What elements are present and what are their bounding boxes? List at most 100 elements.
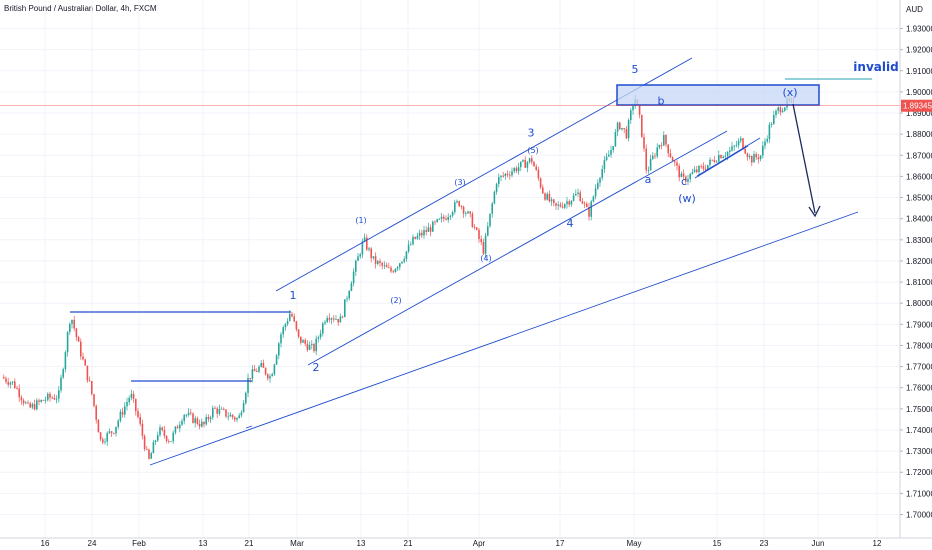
candle-body [102, 439, 104, 443]
candle-body [528, 158, 531, 163]
time-axis[interactable]: 16 24 Feb 13 21 Mar 13 21 Apr 17 May 15 23 Jun 12 [41, 539, 882, 548]
candle-body [671, 157, 674, 162]
candle-body [361, 241, 364, 255]
time-tick-label: 13 [199, 539, 208, 548]
candle-body [227, 416, 229, 418]
candle-body [645, 148, 647, 171]
wave-label: b [658, 95, 665, 108]
candle-body [465, 213, 467, 215]
candle-body [456, 201, 458, 203]
candle-body [731, 146, 733, 151]
candle-body [493, 191, 496, 204]
candle-body [542, 187, 544, 194]
grid [0, 0, 900, 538]
candle-body [652, 155, 654, 160]
candle-body [25, 402, 27, 404]
candle-body [418, 232, 421, 236]
candle-body [619, 122, 621, 130]
candle-body [271, 374, 273, 377]
candle-body [359, 254, 361, 257]
candle-body [88, 380, 91, 382]
candle-body [225, 409, 227, 417]
candle-body [124, 406, 126, 415]
candle-body [7, 381, 9, 385]
candle-body [51, 397, 53, 399]
projection-arrow-head [808, 205, 821, 218]
candle-body [388, 267, 390, 269]
price-tick-label: 1.78000 [906, 341, 932, 350]
candle-body [91, 381, 93, 395]
price-tick-label: 1.88000 [906, 130, 932, 139]
candle-body [9, 382, 12, 385]
price-tick-label: 1.93000 [906, 25, 932, 34]
candle-body [621, 127, 623, 130]
candle-body [383, 265, 386, 267]
candle-body [146, 449, 148, 450]
candle-body [368, 248, 370, 250]
wave-label: 5 [632, 63, 639, 76]
candle-body [11, 381, 14, 383]
candle-body [64, 352, 67, 370]
candle-body [399, 263, 401, 268]
candle-body [625, 129, 628, 139]
subwave-label: (4) [480, 254, 491, 263]
candle-body [62, 369, 64, 378]
price-axis[interactable]: 1.93000 1.92000 1.91000 1.90000 1.89000 1.880… [900, 25, 932, 520]
candle-body [328, 317, 331, 320]
candle-body [106, 432, 108, 442]
candle-body [513, 168, 515, 172]
candle-body [119, 411, 122, 421]
candle-body [429, 227, 432, 232]
candle-body [163, 430, 166, 436]
candle-body [691, 172, 694, 175]
candle-body [742, 138, 744, 150]
candle-body [86, 365, 89, 381]
candle-body [660, 144, 663, 146]
candle-body [553, 199, 555, 204]
candle-body [401, 261, 403, 264]
candle-body [341, 316, 344, 318]
candle-body [168, 440, 170, 442]
time-tick-label: Mar [290, 539, 304, 548]
candle-body [476, 227, 478, 230]
candle-body [117, 420, 119, 427]
candle-body [643, 137, 645, 149]
candle-body [99, 432, 102, 440]
candle-body [14, 381, 16, 389]
candle-body [592, 196, 595, 202]
candle-body [300, 336, 302, 343]
candle-body [605, 156, 608, 161]
candle-body [781, 110, 784, 113]
candle-body [137, 411, 139, 417]
candle-body [746, 153, 749, 158]
candle-body [682, 173, 685, 177]
candle-body [735, 145, 738, 147]
candle-body [93, 394, 95, 406]
candle-body [201, 421, 203, 427]
trendline [149, 211, 859, 466]
candle-body [713, 160, 716, 163]
candle-body [121, 411, 124, 415]
candle-body [205, 416, 207, 425]
candle-body [313, 343, 315, 352]
wave-label: a [645, 173, 652, 186]
candle-body [434, 221, 436, 223]
price-tick-label: 1.92000 [906, 46, 932, 55]
candle-body [44, 399, 47, 401]
candle-body [324, 322, 326, 324]
candle-body [29, 403, 31, 408]
candle-body [715, 161, 718, 163]
candle-body [115, 426, 117, 434]
candle-body [680, 173, 683, 178]
candle-body [234, 417, 236, 420]
candle-body [66, 332, 69, 353]
candle-body [366, 237, 368, 250]
subwave-label: (5) [527, 146, 538, 155]
candle-body [293, 316, 295, 322]
candle-body [762, 145, 764, 156]
wave-label: 4 [567, 217, 574, 230]
candle-body [214, 407, 216, 409]
candle-body [526, 162, 529, 168]
candle-body [372, 256, 375, 259]
